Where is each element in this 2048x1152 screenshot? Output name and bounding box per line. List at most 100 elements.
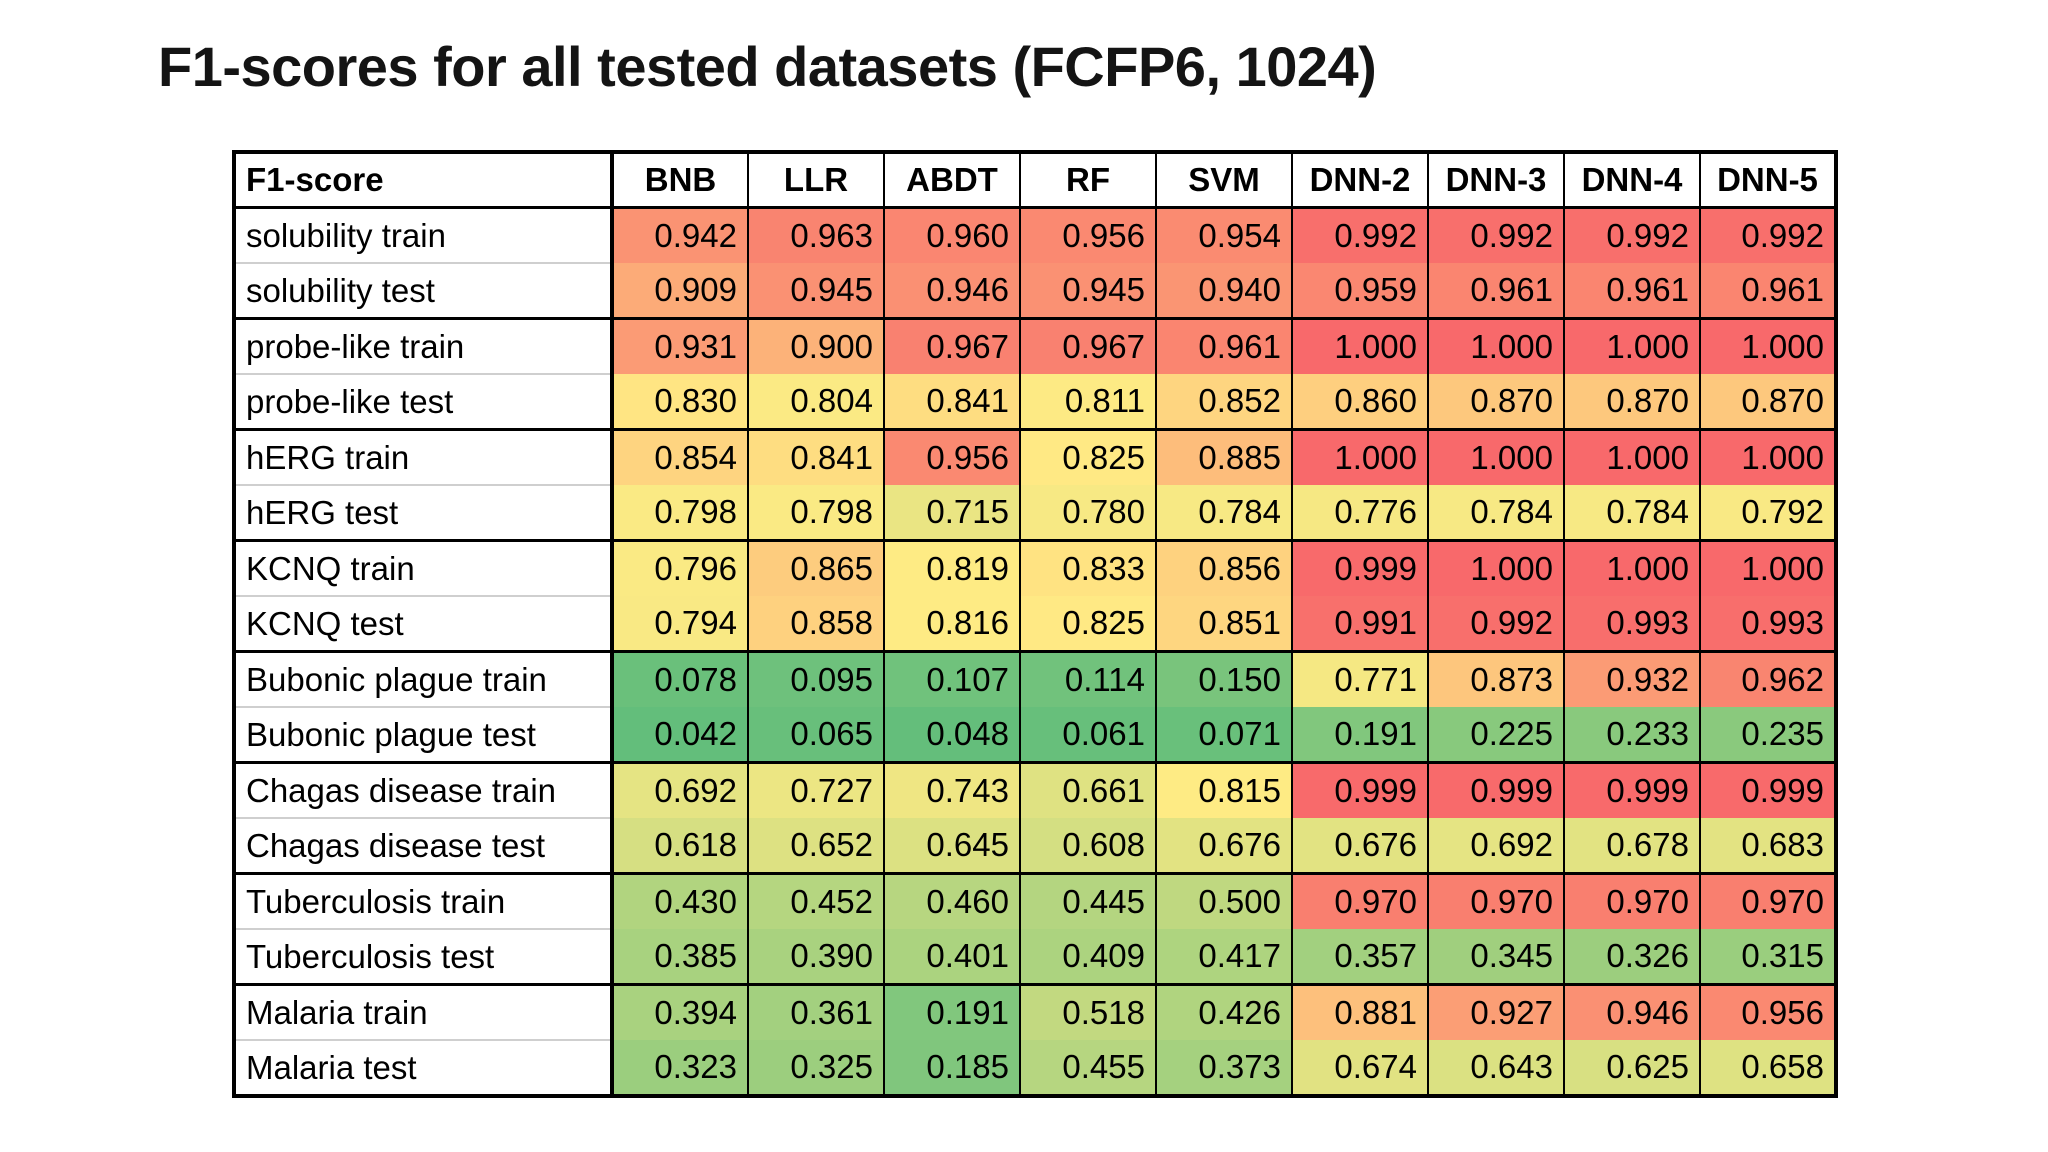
column-header-rf: RF [1019,152,1156,209]
score-cell: 0.743 [883,762,1020,818]
score-cell: 0.858 [747,596,884,653]
score-cell: 0.963 [747,207,884,263]
score-cell: 0.851 [1155,596,1292,653]
table-row: Bubonic plague train 0.078 0.095 0.107 0.114… [234,651,1836,708]
table-row: Chagas disease test 0.618 0.652 0.645 0.608 0… [234,818,1836,875]
column-header-abdt: ABDT [883,152,1020,209]
score-cell: 0.780 [1019,485,1156,542]
score-cell: 0.961 [1427,263,1564,320]
column-header-dnn-2: DNN-2 [1291,152,1428,209]
score-cell: 0.373 [1155,1040,1292,1098]
score-cell: 0.992 [1563,207,1700,263]
row-label: hERG test [234,485,614,542]
row-label: solubility train [234,207,614,264]
table-row: Malaria test 0.323 0.325 0.185 0.455 0.373 0.6… [234,1040,1836,1098]
score-cell: 0.652 [747,818,884,875]
score-cell: 0.794 [611,596,748,653]
column-header-dnn-4: DNN-4 [1563,152,1700,209]
score-cell: 0.999 [1291,762,1428,818]
score-cell: 0.798 [747,485,884,542]
score-cell: 0.932 [1563,651,1700,707]
score-cell: 0.993 [1699,596,1836,653]
column-header-svm: SVM [1155,152,1292,209]
column-header-llr: LLR [747,152,884,209]
score-cell: 0.970 [1563,873,1700,929]
f1-scores-heatmap-table: F1-score BNB LLR ABDT RF SVM DNN-2 DNN-3 DNN-4 DN… [232,150,1838,1098]
score-cell: 0.674 [1291,1040,1428,1098]
score-cell: 0.992 [1427,596,1564,653]
score-cell: 1.000 [1427,429,1564,485]
score-cell: 0.909 [611,263,748,320]
score-cell: 0.962 [1699,651,1836,707]
score-cell: 0.518 [1019,984,1156,1040]
score-cell: 0.191 [1291,707,1428,764]
table-row: Tuberculosis test 0.385 0.390 0.401 0.409 0.4… [234,929,1836,986]
table-row: probe-like train 0.931 0.900 0.967 0.967 0.96… [234,318,1836,375]
score-cell: 0.185 [883,1040,1020,1098]
score-cell: 0.870 [1427,374,1564,431]
score-cell: 0.095 [747,651,884,707]
score-cell: 0.796 [611,540,748,596]
score-cell: 0.946 [1563,984,1700,1040]
score-cell: 0.345 [1427,929,1564,986]
score-cell: 0.625 [1563,1040,1700,1098]
score-cell: 0.225 [1427,707,1564,764]
row-label: Tuberculosis train [234,873,614,930]
score-cell: 1.000 [1291,318,1428,374]
score-cell: 0.870 [1563,374,1700,431]
table-row: solubility test 0.909 0.945 0.946 0.945 0.940… [234,263,1836,320]
score-cell: 0.825 [1019,596,1156,653]
table-row: KCNQ test 0.794 0.858 0.816 0.825 0.851 0.991 0… [234,596,1836,653]
row-label: Malaria train [234,984,614,1041]
score-cell: 0.326 [1563,929,1700,986]
row-label: Chagas disease train [234,762,614,819]
table-row: hERG test 0.798 0.798 0.715 0.780 0.784 0.776 0… [234,485,1836,542]
score-cell: 0.999 [1291,540,1428,596]
score-cell: 0.676 [1155,818,1292,875]
score-cell: 0.661 [1019,762,1156,818]
row-label: hERG train [234,429,614,486]
score-cell: 0.452 [747,873,884,929]
score-cell: 0.881 [1291,984,1428,1040]
score-cell: 0.357 [1291,929,1428,986]
score-cell: 0.961 [1563,263,1700,320]
score-cell: 0.727 [747,762,884,818]
table-header: F1-score BNB LLR ABDT RF SVM DNN-2 DNN-3 DNN-4 DN… [234,152,1836,209]
table-row: Bubonic plague test 0.042 0.065 0.048 0.061 0… [234,707,1836,764]
score-cell: 0.455 [1019,1040,1156,1098]
score-cell: 0.784 [1563,485,1700,542]
score-cell: 0.942 [611,207,748,263]
score-cell: 0.960 [883,207,1020,263]
score-cell: 0.825 [1019,429,1156,485]
score-cell: 0.993 [1563,596,1700,653]
score-cell: 0.959 [1291,263,1428,320]
score-cell: 0.967 [883,318,1020,374]
score-cell: 0.945 [1019,263,1156,320]
table-row: KCNQ train 0.796 0.865 0.819 0.833 0.856 0.999… [234,540,1836,597]
score-cell: 0.235 [1699,707,1836,764]
page-title: F1-scores for all tested datasets (FCFP6… [158,35,1377,98]
score-cell: 1.000 [1427,318,1564,374]
score-cell: 0.325 [747,1040,884,1098]
table-row: Tuberculosis train 0.430 0.452 0.460 0.445 0.… [234,873,1836,930]
score-cell: 0.830 [611,374,748,431]
column-header-bnb: BNB [611,152,748,209]
score-cell: 0.854 [611,429,748,485]
score-cell: 0.841 [747,429,884,485]
score-cell: 0.191 [883,984,1020,1040]
score-cell: 0.658 [1699,1040,1836,1098]
row-label: probe-like train [234,318,614,375]
score-cell: 0.860 [1291,374,1428,431]
score-cell: 0.114 [1019,651,1156,707]
score-cell: 0.643 [1427,1040,1564,1098]
score-cell: 0.426 [1155,984,1292,1040]
score-cell: 0.233 [1563,707,1700,764]
score-cell: 0.811 [1019,374,1156,431]
score-cell: 0.961 [1155,318,1292,374]
score-cell: 0.394 [611,984,748,1040]
score-cell: 0.107 [883,651,1020,707]
score-cell: 0.430 [611,873,748,929]
score-cell: 0.970 [1291,873,1428,929]
score-cell: 0.078 [611,651,748,707]
